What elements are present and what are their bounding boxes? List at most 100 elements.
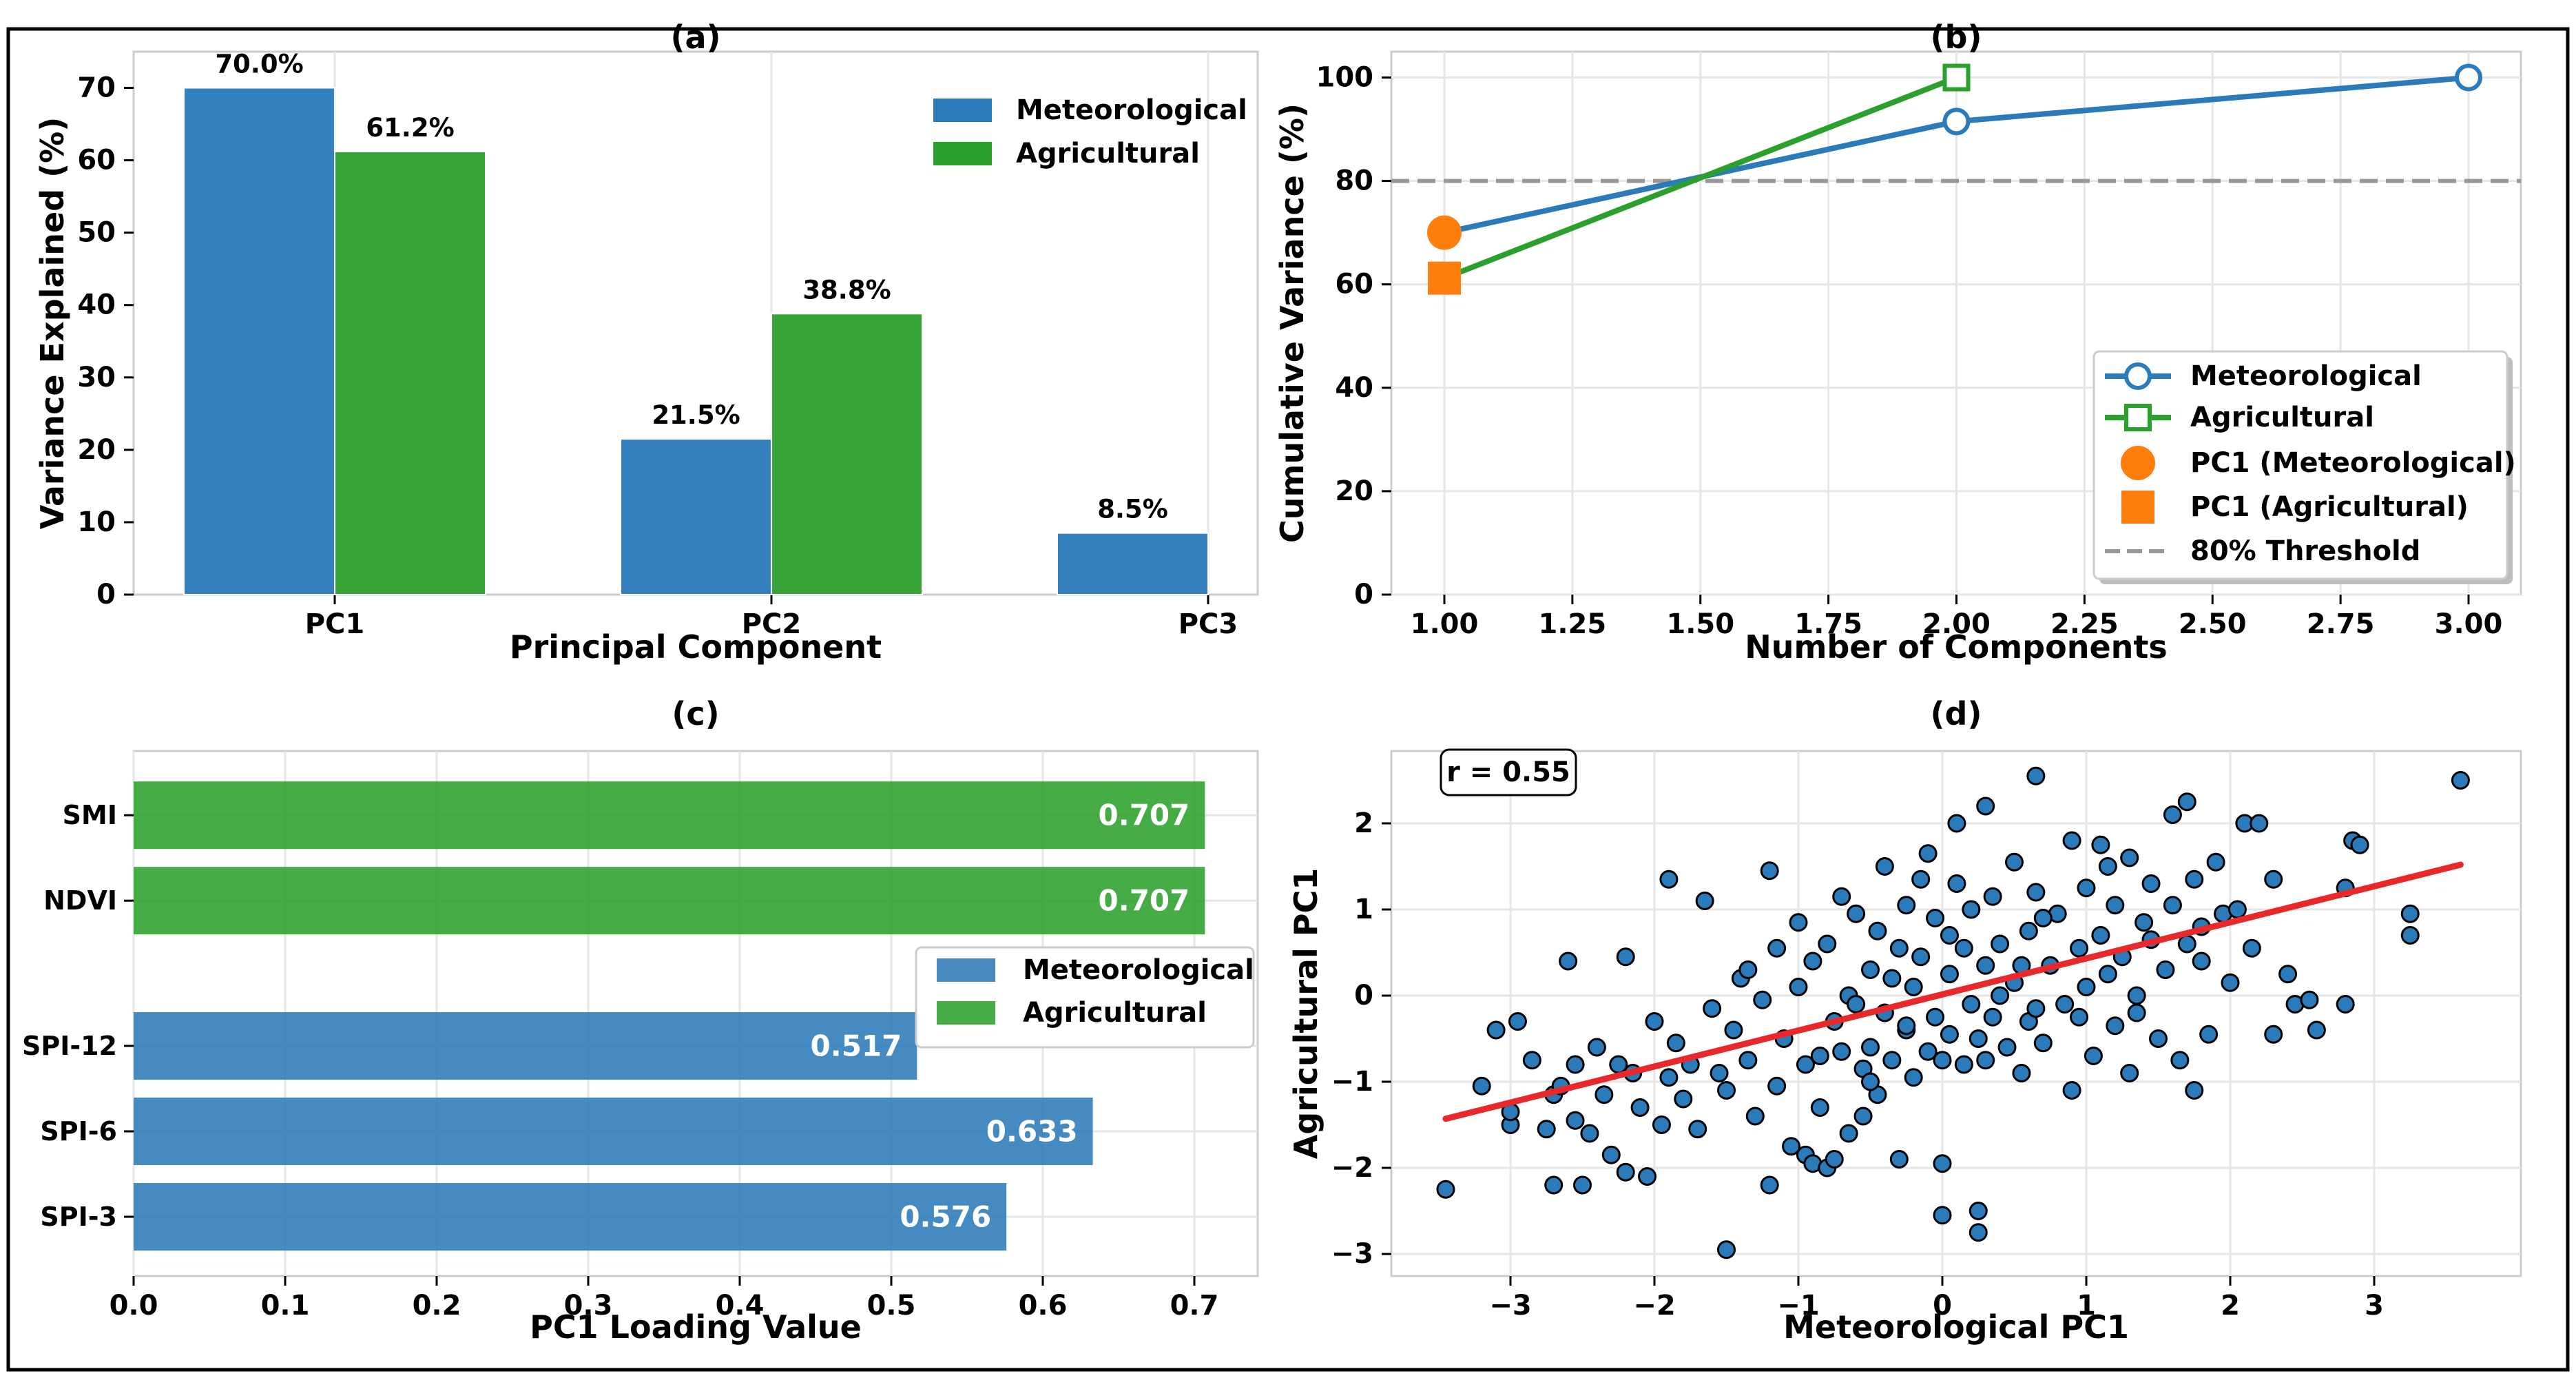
line-agricultural xyxy=(1443,74,1957,281)
panel-d-frame xyxy=(1390,750,2522,1277)
scatter-point xyxy=(1940,965,1959,984)
x-tick-label: 0 xyxy=(1933,1290,1952,1322)
scatter-point xyxy=(2127,986,2146,1005)
scatter-point xyxy=(1926,1007,1945,1027)
x-tick-label: 1 xyxy=(2077,1290,2096,1322)
scatter-point xyxy=(1616,1162,1635,1182)
scatter-point xyxy=(1537,1120,1556,1139)
scatter-point xyxy=(1436,1180,1455,1199)
scatter-point xyxy=(1738,960,1758,979)
scatter-point xyxy=(1940,1025,1959,1044)
scatter-point xyxy=(1832,1042,1851,1061)
panel-b-title: (b) xyxy=(1931,19,1982,56)
scatter-point xyxy=(2033,909,2053,927)
y-tick-label: 60 xyxy=(77,145,116,176)
scatter-point xyxy=(2192,952,2211,971)
bar-spi-6 xyxy=(134,1098,1093,1165)
scatter-point xyxy=(2141,874,2161,893)
x-tick-label: 2.75 xyxy=(2307,608,2375,640)
x-axis-label: PC1 Loading Value xyxy=(530,1308,862,1346)
scatter-point xyxy=(2106,896,2125,915)
scatter-point xyxy=(1918,844,1938,863)
scatter-point xyxy=(1918,1042,1938,1061)
x-tick-label: 0.4 xyxy=(716,1290,765,1322)
scatter-point xyxy=(2221,973,2240,992)
scatter-point xyxy=(2070,938,2089,958)
scatter-point xyxy=(2120,1064,2139,1082)
legend-swatch-meteorological xyxy=(933,99,992,122)
x-tick-label: 0.2 xyxy=(413,1290,461,1322)
scatter-point xyxy=(1666,1034,1685,1053)
x-tick-label: 1.00 xyxy=(1411,608,1479,640)
x-tick-label: −3 xyxy=(1489,1290,1531,1322)
scatter-point xyxy=(1976,956,1995,975)
scatter-point xyxy=(1638,1167,1657,1186)
x-tick-label: PC1 xyxy=(305,608,365,640)
scatter-point xyxy=(2005,852,2024,872)
legend-label: Meteorological xyxy=(2190,360,2422,392)
scatter-point xyxy=(1566,1055,1585,1074)
scatter-point xyxy=(2026,999,2046,1018)
scatter-point xyxy=(2163,896,2182,915)
legend-marker-meteorological xyxy=(2124,362,2152,390)
regression-line xyxy=(1442,861,2464,1122)
x-tick-label: 2.25 xyxy=(2050,608,2119,640)
x-axis-label: Number of Components xyxy=(1745,628,2168,666)
marker-agricultural xyxy=(1942,63,1971,92)
legend-box xyxy=(915,946,1255,1049)
y-tick-label: SPI-3 xyxy=(40,1202,117,1232)
legend-label: Agricultural xyxy=(2190,402,2374,433)
x-tick-label: PC3 xyxy=(1178,608,1238,640)
x-tick-label: 0.7 xyxy=(1170,1290,1219,1322)
scatter-point xyxy=(2163,805,2182,824)
scatter-point xyxy=(1717,1081,1736,1100)
bar-value-label: 38.8% xyxy=(802,275,891,305)
legend-swatch-agricultural xyxy=(937,1001,995,1025)
legend-marker-agricultural xyxy=(2124,404,2152,431)
bar-spi-3 xyxy=(134,1183,1007,1251)
x-tick-label: 1.50 xyxy=(1666,608,1734,640)
scatter-point xyxy=(1889,938,1909,958)
scatter-point xyxy=(1803,952,1822,971)
scatter-point xyxy=(1544,1175,1564,1195)
correlation-box xyxy=(1440,748,1577,796)
y-tick-label: 0 xyxy=(96,579,116,610)
x-tick-label: 0.3 xyxy=(564,1290,613,1322)
scatter-point xyxy=(1818,934,1837,954)
pc1-point-meteorological xyxy=(1427,215,1462,250)
bar-value-label: 0.633 xyxy=(986,1115,1078,1149)
scatter-point xyxy=(2300,990,2319,1009)
x-tick-label: PC2 xyxy=(742,608,802,640)
scatter-point xyxy=(2278,965,2298,984)
y-tick-label: 1 xyxy=(1354,894,1373,925)
scatter-point xyxy=(1566,1111,1585,1130)
scatter-point xyxy=(1580,1124,1599,1143)
scatter-point xyxy=(1760,861,1779,881)
bar-spi-12 xyxy=(134,1012,917,1080)
x-tick-label: 0.1 xyxy=(261,1290,310,1322)
scatter-point xyxy=(1810,1047,1829,1065)
y-tick-label: 50 xyxy=(77,217,116,249)
y-tick-label: −1 xyxy=(1331,1066,1373,1098)
scatter-point xyxy=(2336,995,2355,1014)
scatter-point xyxy=(2084,1047,2103,1065)
scatter-point xyxy=(2127,1003,2146,1022)
y-axis-label: Variance Explained (%) xyxy=(34,117,71,529)
scatter-point xyxy=(1825,1150,1844,1169)
scatter-point xyxy=(1962,900,1981,919)
scatter-point xyxy=(1695,892,1714,910)
scatter-point xyxy=(1897,1016,1916,1036)
y-tick-label: 20 xyxy=(1335,475,1373,507)
y-tick-label: 80 xyxy=(1335,165,1373,197)
scatter-point xyxy=(2033,1034,2053,1053)
panel-c-title: (c) xyxy=(672,695,719,732)
scatter-point xyxy=(1703,999,1722,1018)
bar-ndvi xyxy=(134,867,1205,935)
scatter-point xyxy=(1847,904,1866,923)
scatter-point xyxy=(1911,870,1931,889)
scatter-point xyxy=(2012,1064,2031,1082)
scatter-point xyxy=(1753,990,1772,1009)
bar-agricultural-pc1 xyxy=(334,150,486,595)
scatter-point xyxy=(2098,857,2117,876)
marker-meteorological xyxy=(2455,63,2482,92)
